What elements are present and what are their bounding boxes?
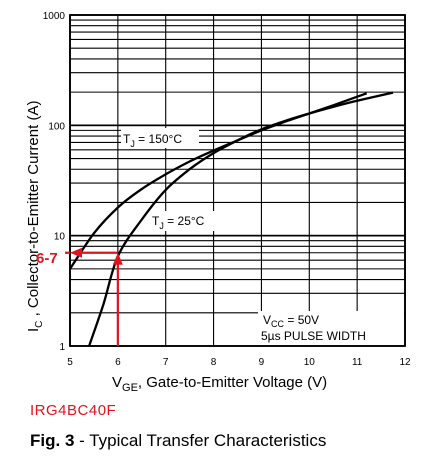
x-axis-title-sub: GE [122,382,138,394]
x-tick-label: 8 [211,357,217,368]
x-tick-label: 9 [259,357,265,368]
x-tick-label: 6 [115,357,121,368]
condition-vcc: VCC = 50V [263,313,319,329]
x-tick-label: 7 [163,357,169,368]
annotation-layer [65,247,123,346]
condition-pulse: 5µs PULSE WIDTH [261,329,366,343]
figure-caption: Fig. 3 - Typical Transfer Characteristic… [30,431,326,451]
x-tick-label: 5 [67,357,73,368]
series-label-25c-bg [150,211,220,231]
annotation-arrow-left [70,247,82,258]
y-axis-title-sub: C [34,321,45,328]
series-label-25c-rest: = 25°C [164,214,205,228]
y-tick-label: 10 [54,232,66,243]
series-layer [69,91,394,347]
tick-labels: 5 6 7 8 9 10 11 12 1 10 100 1000 [43,11,411,368]
series-label-25c-main: T [152,214,160,228]
series-label-150c-bg [121,128,199,148]
y-tick-label: 1 [59,342,65,353]
x-tick-label: 11 [352,357,363,368]
conditions-bg [258,311,404,345]
series-label-150c-main: T [123,132,131,146]
y-axis-title: IC , Collector-to-Emitter Current (A) [25,101,45,332]
x-axis-title: VGE, Gate-to-Emitter Voltage (V) [112,374,327,394]
part-number: IRG4BC40F [30,402,117,419]
series-label-150c-sub: J [130,139,135,149]
series-label-25c-sub: J [159,221,164,231]
y-tick-label: 100 [48,121,65,132]
annotation-label: 6-7 [36,250,58,267]
series-label-25c: TJ = 25°C [152,214,205,231]
x-tick-label: 12 [399,357,411,368]
annotation-arrow-up [112,252,123,265]
figure-caption-number: Fig. 3 [30,431,75,450]
series-label-150c-rest: = 150°C [135,132,182,146]
y-tick-label: 1000 [43,11,66,22]
condition-vcc-sub: CC [271,319,284,329]
series-label-150c: TJ = 150°C [123,132,182,149]
plot-frame [69,14,406,347]
x-tick-label: 10 [304,357,316,368]
figure-caption-text: - Typical Transfer Characteristics [74,431,327,450]
condition-vcc-rest: = 50V [284,313,319,327]
series-line-25c [88,91,394,347]
y-axis-title-main: I [25,328,42,332]
condition-vcc-main: V [263,313,271,327]
series-line-150c [69,92,368,270]
transfer-chart: 5 6 7 8 9 10 11 12 1 10 100 1000 IC , Collector-to-… [25,11,411,394]
y-axis-title-rest: , Collector-to-Emitter Current (A) [25,101,42,321]
x-axis-title-rest: , Gate-to-Emitter Voltage (V) [138,374,327,391]
grid [69,14,406,347]
x-axis-title-main: V [112,374,122,391]
